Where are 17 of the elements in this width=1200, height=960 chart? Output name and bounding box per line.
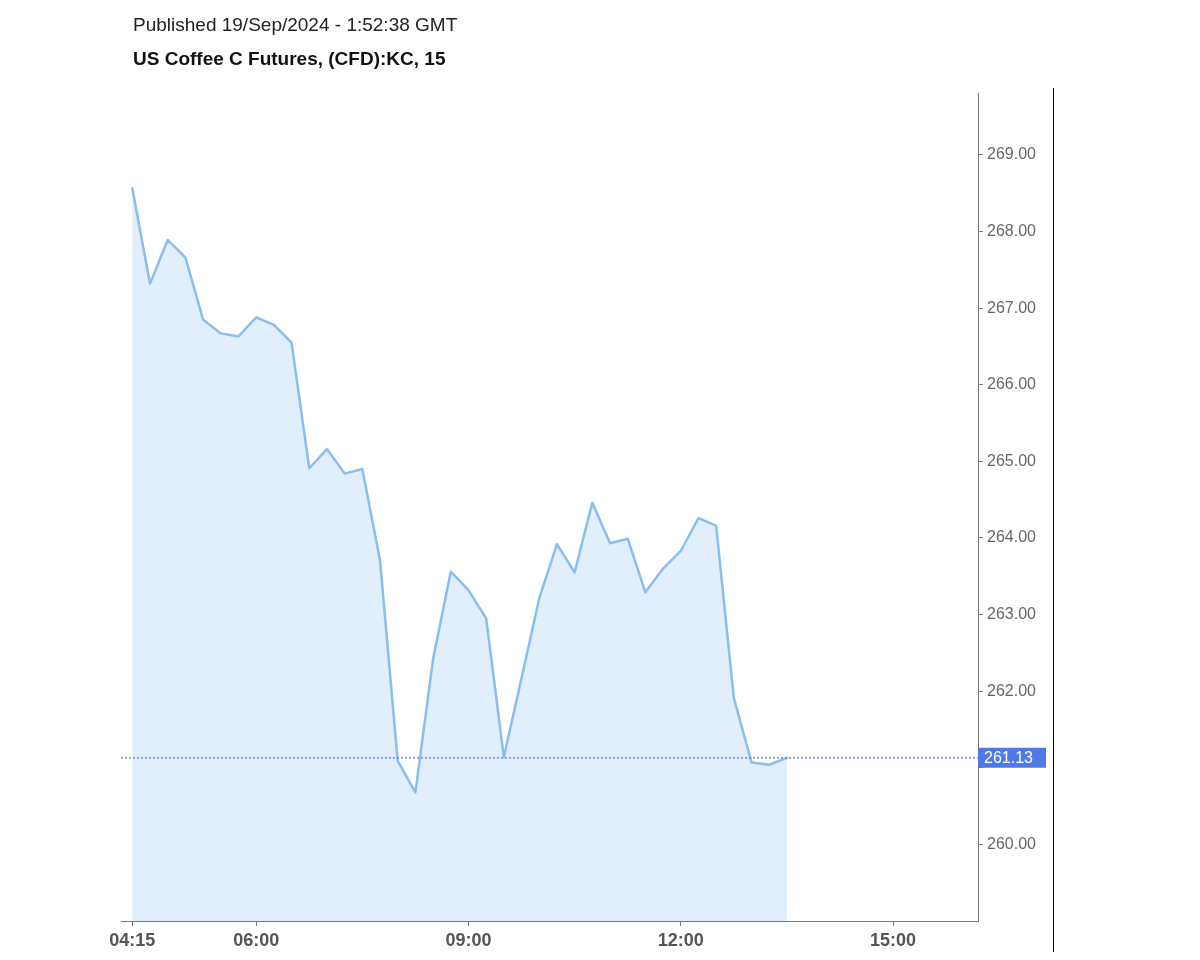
y-tick-label: 269.00 [987, 145, 1037, 163]
x-tick-label: 04:15 [109, 929, 156, 950]
y-tick-label: 267.00 [987, 298, 1037, 316]
x-tick-label: 06:00 [233, 929, 280, 950]
y-tick-label: 263.00 [987, 604, 1037, 622]
x-tick-label: 09:00 [445, 929, 492, 950]
y-tick-label: 266.00 [987, 375, 1037, 393]
chart-title: US Coffee C Futures, (CFD):KC, 15 [133, 48, 446, 70]
ref-line-label: 261.13 [984, 749, 1034, 767]
text: Published 19/Sep/2024 - 1:52:38 GMT [133, 14, 458, 36]
x-tick-label: 15:00 [870, 929, 917, 950]
y-tick-label: 262.00 [987, 681, 1037, 699]
y-tick-label: 260.00 [987, 834, 1037, 852]
y-tick-label: 264.00 [987, 528, 1037, 546]
y-tick-label: 265.00 [987, 451, 1037, 469]
y-tick-label: 268.00 [987, 221, 1037, 239]
x-tick-label: 12:00 [657, 929, 704, 950]
